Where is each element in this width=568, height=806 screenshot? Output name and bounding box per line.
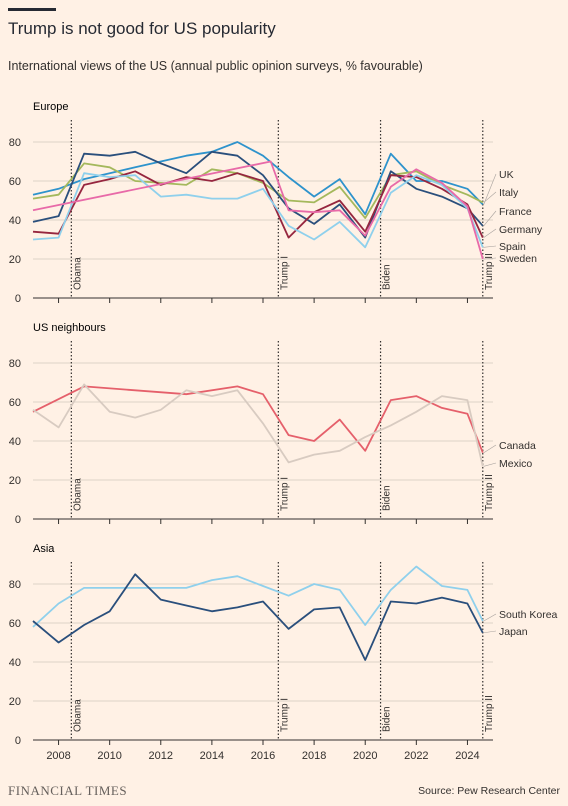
ft-logo: FINANCIAL TIMES	[8, 783, 128, 798]
series-label: Germany	[499, 224, 543, 236]
term-label: Obama	[72, 699, 83, 732]
x-tick-label: 2016	[251, 750, 275, 762]
term-label: Trump I	[279, 477, 290, 511]
series-label: Japan	[499, 626, 528, 638]
series-label: France	[499, 206, 532, 218]
y-tick-label: 60	[9, 618, 21, 630]
series-label: South Korea	[499, 609, 558, 621]
y-tick-label: 60	[9, 176, 21, 188]
series-label-leader	[483, 630, 497, 634]
series-label-leader	[483, 462, 497, 467]
panel-title-us-neighbours: US neighbours	[33, 322, 106, 334]
chart-subtitle: International views of the US (annual pu…	[8, 59, 423, 73]
y-tick-label: 0	[15, 514, 21, 526]
series-label: Spain	[499, 241, 526, 253]
term-label: Trump II	[484, 474, 495, 511]
series-label-leader	[483, 245, 497, 248]
series-label: UK	[499, 169, 514, 181]
term-label: Obama	[72, 478, 83, 511]
term-label: Biden	[382, 264, 393, 290]
term-label: Trump I	[279, 256, 290, 290]
series-line-germany	[32, 170, 484, 239]
y-tick-label: 40	[9, 436, 21, 448]
x-tick-label: 2024	[455, 750, 479, 762]
y-tick-label: 40	[9, 215, 21, 227]
term-label: Trump I	[279, 698, 290, 732]
series-label-leader	[483, 210, 497, 227]
series-line-spain	[32, 172, 484, 249]
panel-title-europe: Europe	[33, 101, 68, 113]
chart-title: Trump is not good for US popularity	[8, 19, 276, 38]
series-label: Mexico	[499, 458, 532, 470]
term-label: Trump II	[484, 253, 495, 290]
series-label-leader	[483, 613, 497, 622]
series-label: Italy	[499, 187, 519, 199]
y-tick-label: 80	[9, 579, 21, 591]
x-tick-label: 2018	[302, 750, 326, 762]
y-tick-label: 80	[9, 358, 21, 370]
source-note: Source: Pew Research Center	[418, 785, 560, 797]
term-label: Biden	[382, 706, 393, 732]
series-label: Sweden	[499, 253, 537, 265]
series-line-canada	[32, 385, 484, 454]
term-label: Biden	[382, 485, 393, 511]
y-tick-label: 20	[9, 475, 21, 487]
series-line-france	[32, 150, 484, 239]
x-tick-label: 2020	[353, 750, 377, 762]
series-line-japan	[32, 573, 484, 661]
series-line-sweden	[32, 160, 484, 260]
x-tick-label: 2010	[97, 750, 121, 762]
y-tick-label: 0	[15, 293, 21, 305]
x-tick-label: 2012	[149, 750, 173, 762]
series-line-south-korea	[32, 565, 484, 628]
ft-title-bar	[8, 8, 56, 11]
series-label-leader	[483, 191, 497, 203]
y-tick-label: 80	[9, 137, 21, 149]
y-tick-label: 0	[15, 735, 21, 747]
x-tick-label: 2008	[46, 750, 70, 762]
series-label-leader	[483, 228, 497, 238]
y-tick-label: 40	[9, 657, 21, 669]
series-line-uk	[32, 141, 484, 216]
x-tick-label: 2022	[404, 750, 428, 762]
y-tick-label: 60	[9, 397, 21, 409]
panel-title-asia: Asia	[33, 543, 55, 555]
series-label-leader	[483, 257, 497, 260]
y-tick-label: 20	[9, 254, 21, 266]
x-tick-label: 2014	[200, 750, 224, 762]
series-label-leader	[483, 173, 497, 205]
term-label: Trump II	[484, 695, 495, 732]
term-label: Obama	[72, 257, 83, 290]
series-label: Canada	[499, 440, 536, 452]
series-line-mexico	[32, 383, 484, 467]
series-label-leader	[483, 444, 497, 453]
y-tick-label: 20	[9, 696, 21, 708]
